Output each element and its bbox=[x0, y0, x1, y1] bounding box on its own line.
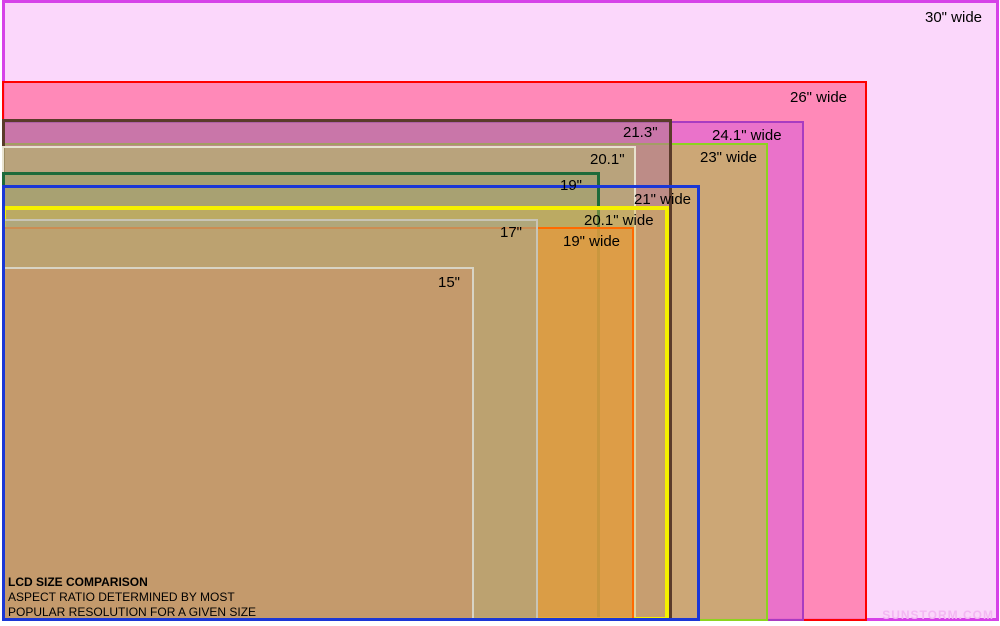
rect-19-label: 19" bbox=[560, 178, 582, 193]
rect-20-1-label: 20.1" bbox=[590, 152, 625, 167]
caption-block: LCD SIZE COMPARISON ASPECT RATIO DETERMI… bbox=[8, 575, 256, 620]
comparison-stage: LCD SIZE COMPARISON ASPECT RATIO DETERMI… bbox=[0, 0, 1000, 626]
rect-26-wide-label: 26" wide bbox=[790, 90, 847, 105]
rect-21-3-label: 21.3" bbox=[623, 125, 658, 140]
rect-30-wide-label: 30" wide bbox=[925, 10, 982, 25]
watermark: SUNSTORM.COM bbox=[882, 608, 994, 622]
caption-line1: ASPECT RATIO DETERMINED BY MOST bbox=[8, 590, 256, 605]
rect-20-1-wide-label: 20.1" wide bbox=[584, 213, 654, 228]
rect-17-label: 17" bbox=[500, 225, 522, 240]
rect-24-1-wide-label: 24.1" wide bbox=[712, 128, 782, 143]
rect-21-wide bbox=[2, 185, 700, 621]
rect-23-wide-label: 23" wide bbox=[700, 150, 757, 165]
rect-19-wide-label: 19" wide bbox=[563, 234, 620, 249]
rect-15-label: 15" bbox=[438, 275, 460, 290]
caption-title: LCD SIZE COMPARISON bbox=[8, 575, 256, 590]
caption-line2: POPULAR RESOLUTION FOR A GIVEN SIZE bbox=[8, 605, 256, 620]
rect-21-wide-label: 21" wide bbox=[634, 192, 691, 207]
